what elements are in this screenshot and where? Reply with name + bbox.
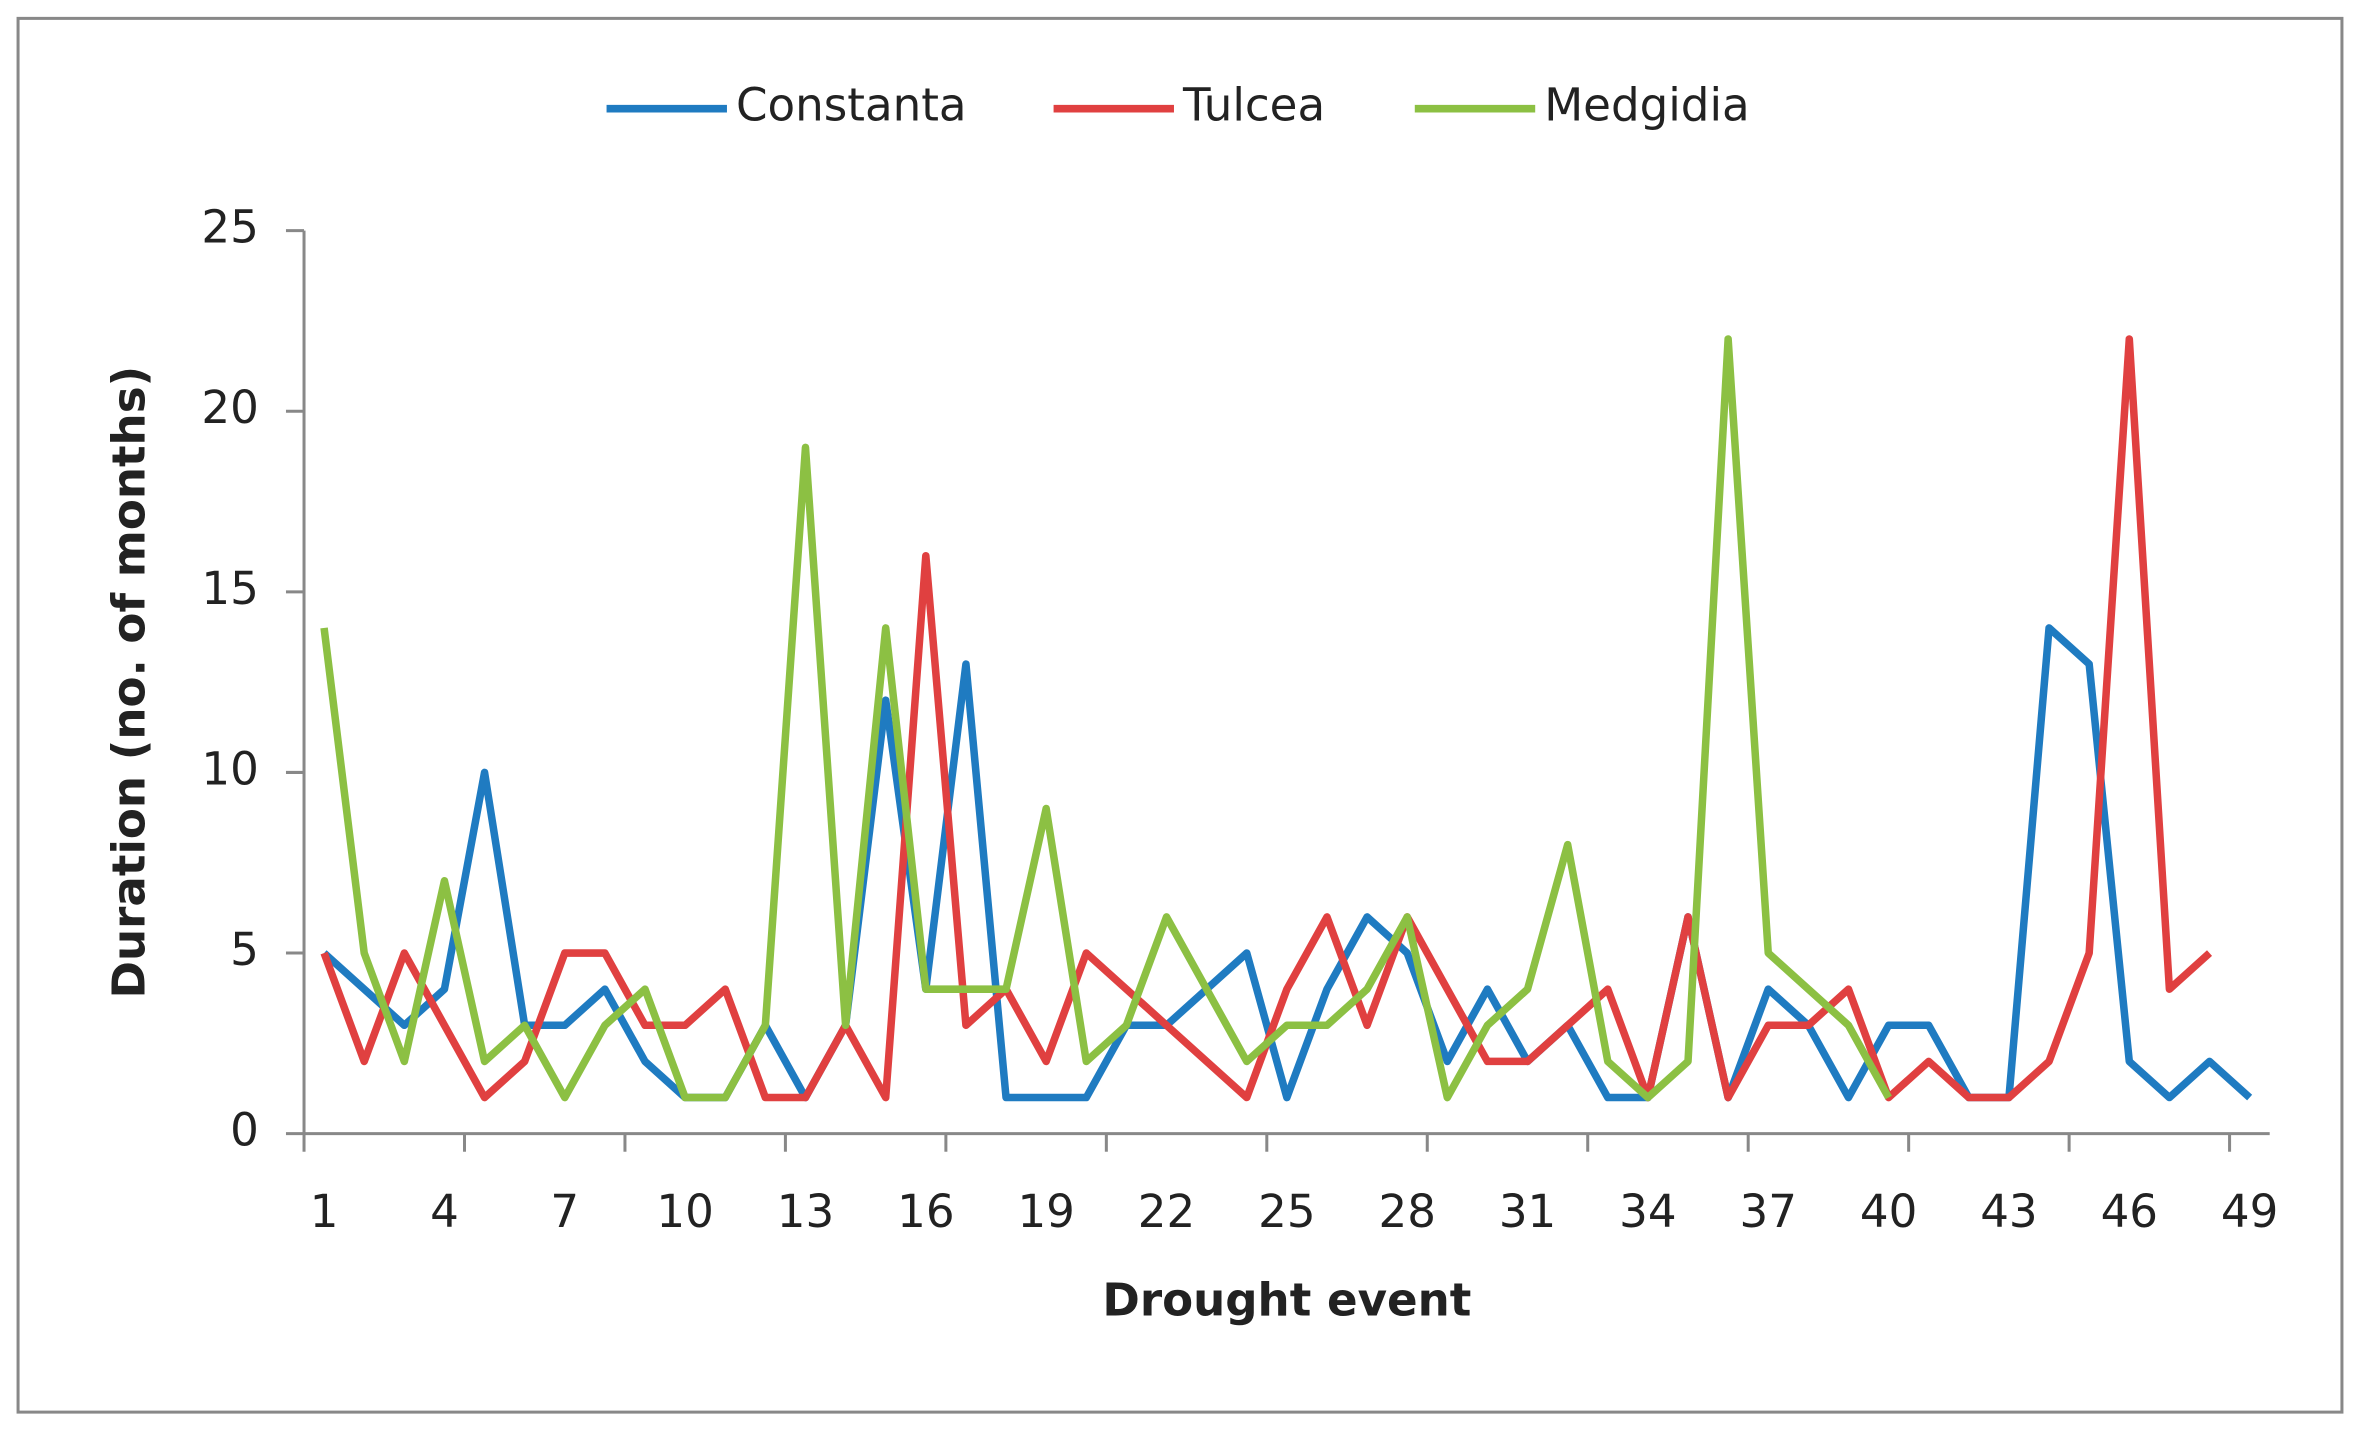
x-axis-title: Drought event xyxy=(1102,1274,1471,1327)
x-tick-label: 25 xyxy=(1258,1185,1315,1238)
y-tick-label: 0 xyxy=(230,1104,259,1157)
x-tick-label: 13 xyxy=(777,1185,834,1238)
y-tick-label: 25 xyxy=(201,201,258,254)
x-tick-label: 46 xyxy=(2101,1185,2158,1238)
chart-border xyxy=(16,16,2344,1414)
legend-label: Tulcea xyxy=(1182,79,1325,132)
legend-label: Constanta xyxy=(736,79,967,132)
y-tick-label: 5 xyxy=(230,923,259,976)
x-tick-label: 19 xyxy=(1017,1185,1074,1238)
y-tick-label: 10 xyxy=(201,742,258,795)
x-tick-label: 34 xyxy=(1619,1185,1676,1238)
x-tick-label: 1 xyxy=(310,1185,339,1238)
x-tick-label: 4 xyxy=(430,1185,459,1238)
x-tick-label: 28 xyxy=(1378,1185,1435,1238)
x-tick-label: 49 xyxy=(2221,1185,2278,1238)
y-axis-title: Duration (no. of months) xyxy=(102,366,155,999)
x-tick-label: 10 xyxy=(656,1185,713,1238)
y-tick-label: 20 xyxy=(201,381,258,434)
x-tick-label: 37 xyxy=(1740,1185,1797,1238)
legend-label: Medgidia xyxy=(1544,79,1749,132)
x-tick-label: 16 xyxy=(897,1185,954,1238)
x-tick-label: 22 xyxy=(1138,1185,1195,1238)
x-tick-label: 7 xyxy=(550,1185,579,1238)
x-tick-label: 40 xyxy=(1860,1185,1917,1238)
y-tick-label: 15 xyxy=(201,562,258,615)
x-tick-label: 31 xyxy=(1499,1185,1556,1238)
series-line xyxy=(321,624,2253,1102)
series-line xyxy=(320,335,1892,1102)
x-tick-label: 43 xyxy=(1980,1185,2037,1238)
